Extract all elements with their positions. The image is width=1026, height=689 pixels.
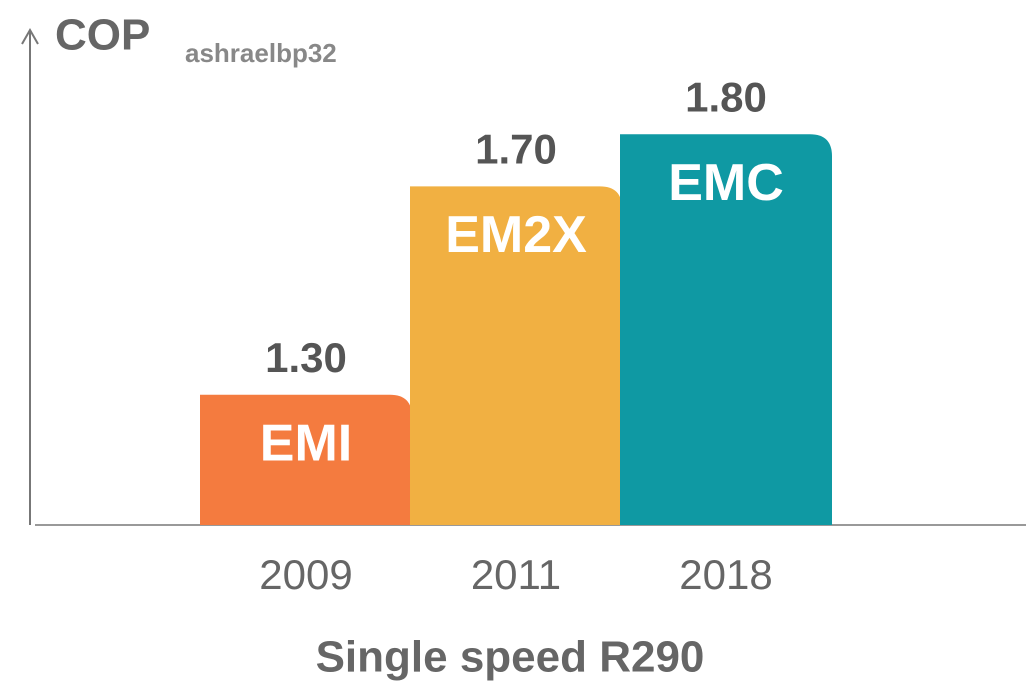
bar-label: EMC (668, 154, 784, 212)
bar (620, 134, 832, 526)
y-axis-note: ashraelbp32 (185, 38, 337, 68)
x-axis-label: Single speed R290 (316, 633, 705, 682)
bar-label: EM2X (445, 206, 587, 264)
y-axis-label: COP (55, 11, 150, 60)
x-tick-label: 2009 (259, 551, 352, 598)
bar (200, 394, 412, 525)
y-axis-arrow (21, 27, 39, 45)
value-label: 1.80 (685, 73, 767, 120)
bar-label: EMI (260, 414, 352, 472)
x-tick-label: 2018 (679, 551, 772, 598)
bar (410, 186, 622, 525)
value-label: 1.30 (265, 334, 347, 381)
value-label: 1.70 (475, 125, 557, 172)
x-tick-label: 2011 (471, 551, 561, 598)
